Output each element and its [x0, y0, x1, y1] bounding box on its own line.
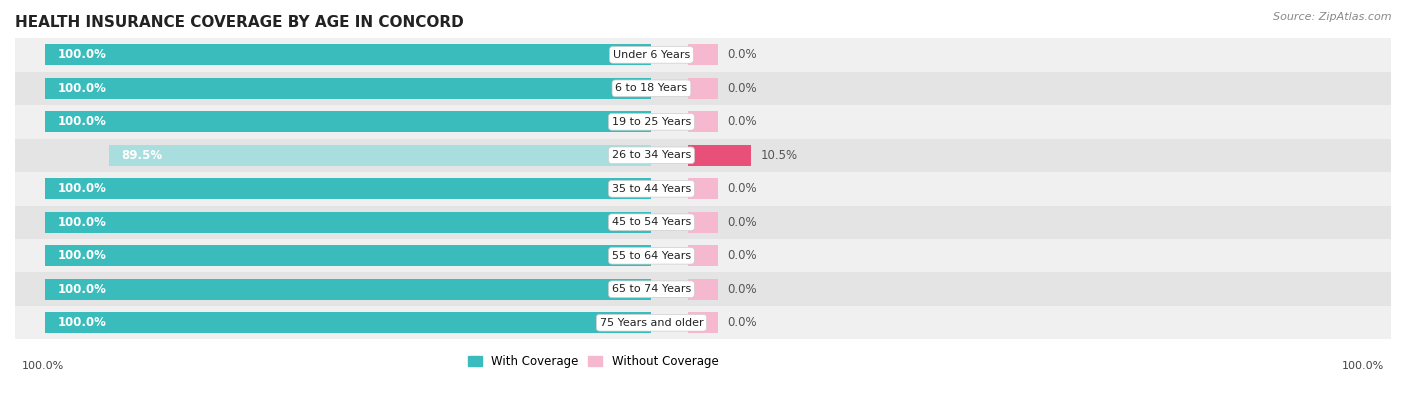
- Text: 100.0%: 100.0%: [58, 316, 107, 329]
- Text: 35 to 44 Years: 35 to 44 Years: [612, 184, 692, 194]
- Text: Source: ZipAtlas.com: Source: ZipAtlas.com: [1274, 12, 1392, 22]
- Bar: [45, 245, 651, 266]
- Text: 100.0%: 100.0%: [58, 216, 107, 229]
- Text: 100.0%: 100.0%: [58, 82, 107, 95]
- Text: 0.0%: 0.0%: [727, 182, 756, 195]
- Bar: [45, 212, 651, 233]
- Bar: [45, 178, 651, 199]
- Bar: [45, 279, 651, 300]
- Text: 75 Years and older: 75 Years and older: [600, 318, 703, 328]
- Text: 26 to 34 Years: 26 to 34 Years: [612, 150, 692, 160]
- Bar: [15, 239, 1391, 273]
- Text: 55 to 64 Years: 55 to 64 Years: [612, 251, 690, 261]
- Bar: [688, 279, 718, 300]
- Bar: [45, 112, 651, 132]
- Text: 0.0%: 0.0%: [727, 82, 756, 95]
- Text: 100.0%: 100.0%: [58, 49, 107, 61]
- Bar: [15, 273, 1391, 306]
- Bar: [15, 38, 1391, 72]
- Text: 0.0%: 0.0%: [727, 216, 756, 229]
- Text: 0.0%: 0.0%: [727, 249, 756, 262]
- Bar: [45, 312, 651, 333]
- Bar: [45, 78, 651, 99]
- Text: 45 to 54 Years: 45 to 54 Years: [612, 217, 692, 227]
- Bar: [15, 306, 1391, 339]
- Bar: [688, 44, 718, 65]
- Text: 6 to 18 Years: 6 to 18 Years: [616, 83, 688, 93]
- Bar: [688, 78, 718, 99]
- Text: 100.0%: 100.0%: [58, 283, 107, 296]
- Bar: [15, 205, 1391, 239]
- Bar: [15, 72, 1391, 105]
- Bar: [15, 105, 1391, 139]
- Bar: [15, 139, 1391, 172]
- Text: 0.0%: 0.0%: [727, 115, 756, 128]
- Text: 100.0%: 100.0%: [58, 115, 107, 128]
- Text: 65 to 74 Years: 65 to 74 Years: [612, 284, 692, 294]
- Text: Under 6 Years: Under 6 Years: [613, 50, 690, 60]
- Text: 0.0%: 0.0%: [727, 316, 756, 329]
- Bar: [45, 44, 651, 65]
- Bar: [688, 178, 718, 199]
- Text: 0.0%: 0.0%: [727, 283, 756, 296]
- Legend: With Coverage, Without Coverage: With Coverage, Without Coverage: [463, 350, 723, 373]
- Text: 10.5%: 10.5%: [761, 149, 797, 162]
- Text: 0.0%: 0.0%: [727, 49, 756, 61]
- Text: 100.0%: 100.0%: [1341, 361, 1384, 371]
- Text: 89.5%: 89.5%: [121, 149, 162, 162]
- Text: 100.0%: 100.0%: [22, 361, 65, 371]
- Bar: [688, 312, 718, 333]
- Bar: [15, 172, 1391, 205]
- Text: 19 to 25 Years: 19 to 25 Years: [612, 117, 692, 127]
- Bar: [108, 145, 651, 166]
- Text: 100.0%: 100.0%: [58, 182, 107, 195]
- Bar: [688, 112, 718, 132]
- Bar: [688, 145, 751, 166]
- Bar: [688, 212, 718, 233]
- Text: HEALTH INSURANCE COVERAGE BY AGE IN CONCORD: HEALTH INSURANCE COVERAGE BY AGE IN CONC…: [15, 15, 464, 30]
- Bar: [688, 245, 718, 266]
- Text: 100.0%: 100.0%: [58, 249, 107, 262]
